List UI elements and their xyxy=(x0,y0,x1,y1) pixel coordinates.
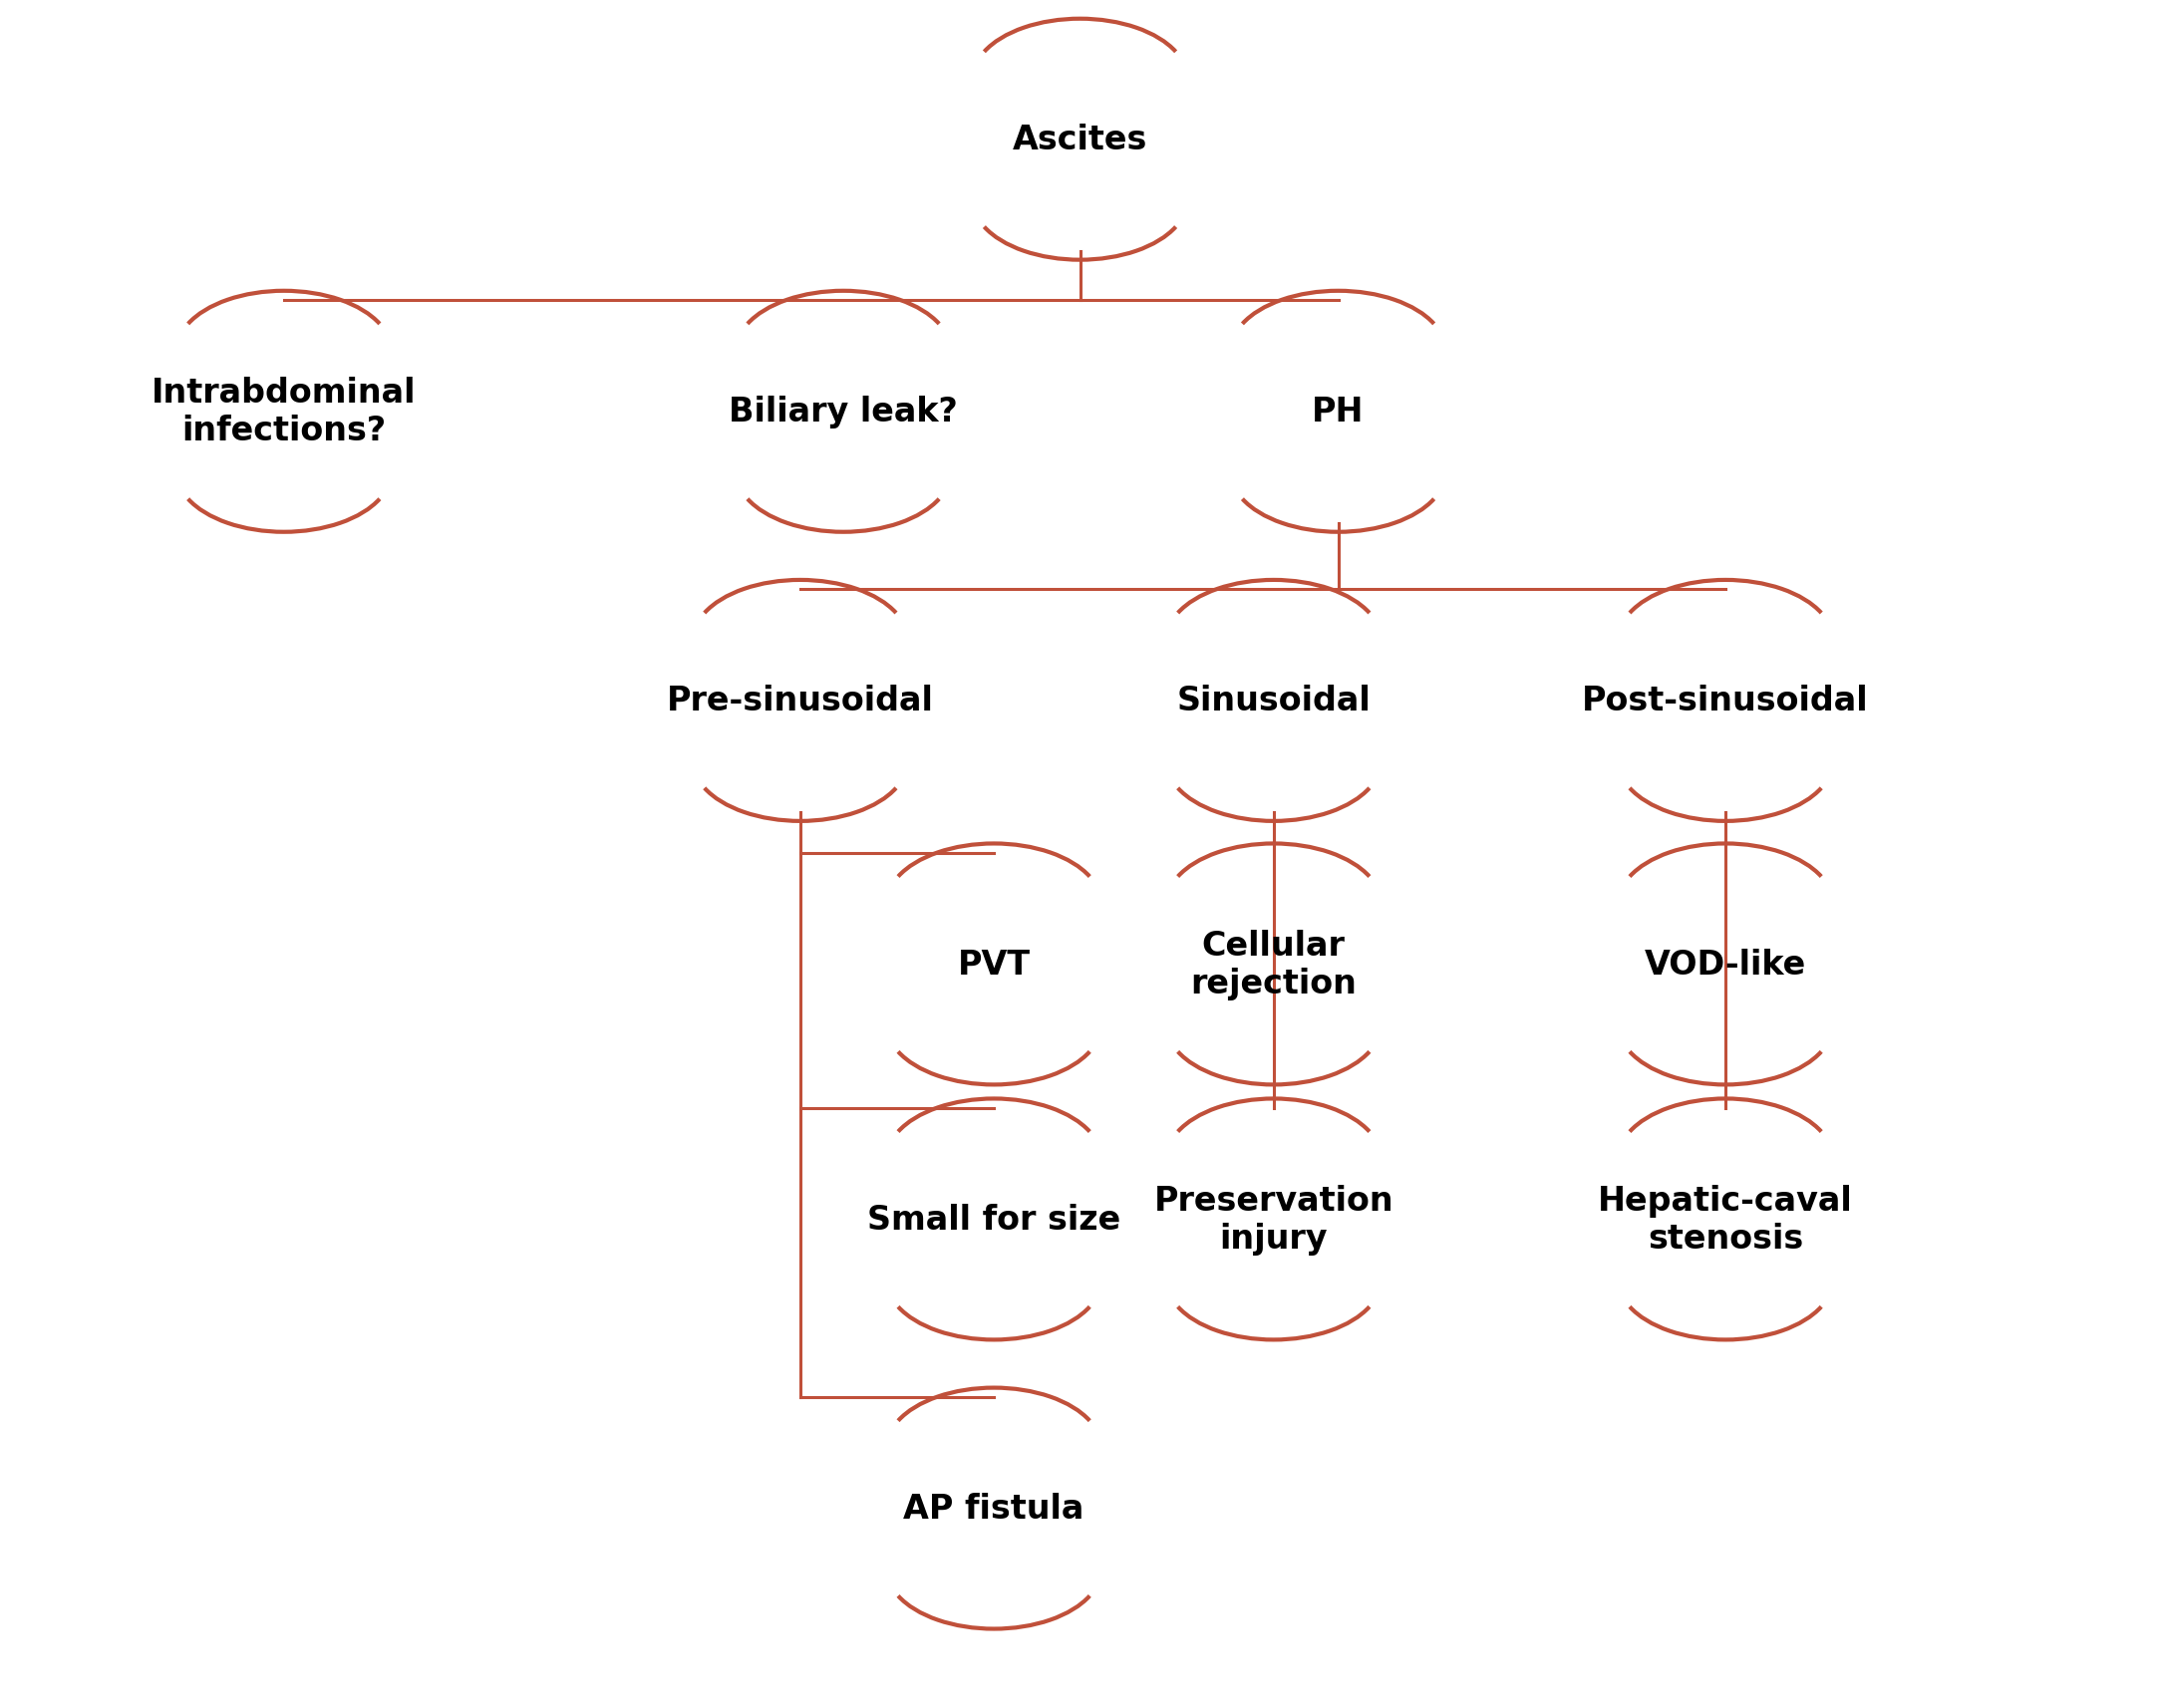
Text: VOD-like: VOD-like xyxy=(1644,948,1806,980)
Text: Preservation
injury: Preservation injury xyxy=(1153,1184,1393,1255)
Text: PVT: PVT xyxy=(957,948,1030,980)
Text: Pre-sinusoidal: Pre-sinusoidal xyxy=(667,685,933,717)
Text: Cellular
rejection: Cellular rejection xyxy=(1190,929,1356,999)
Text: Biliary leak?: Biliary leak? xyxy=(728,396,957,429)
Text: Ascites: Ascites xyxy=(1013,123,1147,157)
Text: Small for size: Small for size xyxy=(866,1202,1121,1237)
Text: Intrabdominal
infections?: Intrabdominal infections? xyxy=(151,377,417,447)
Text: Hepatic-caval
stenosis: Hepatic-caval stenosis xyxy=(1598,1184,1853,1255)
Text: AP fistula: AP fistula xyxy=(903,1493,1084,1525)
Text: PH: PH xyxy=(1311,396,1365,429)
Text: Sinusoidal: Sinusoidal xyxy=(1177,685,1372,717)
Text: Post-sinusoidal: Post-sinusoidal xyxy=(1581,685,1868,717)
